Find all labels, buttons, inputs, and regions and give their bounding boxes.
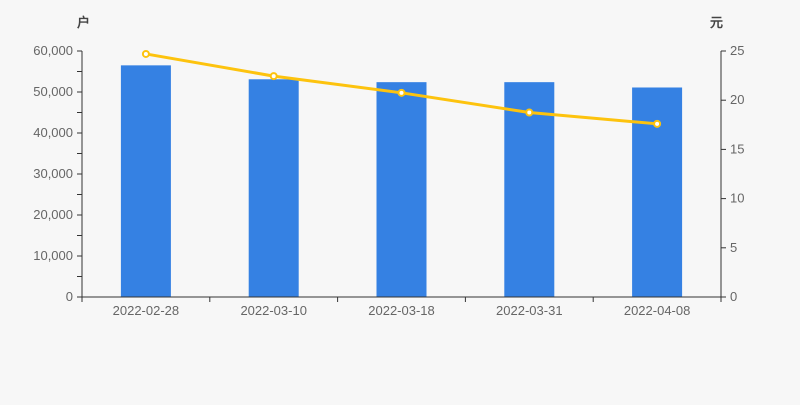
left-axis-tick-label: 20,000 [33,207,73,222]
x-axis-tick-label: 2022-03-18 [368,303,435,318]
right-axis-tick-label: 25 [730,43,744,58]
left-axis-tick-label: 50,000 [33,84,73,99]
left-axis-tick-label: 10,000 [33,248,73,263]
bar-2022-03-18[interactable] [376,82,427,297]
right-axis-tick-label: 0 [730,289,737,304]
x-axis-tick-label: 2022-03-10 [240,303,307,318]
x-axis-tick-label: 2022-02-28 [113,303,180,318]
line-point-2022-03-10[interactable] [269,72,278,81]
line-point-2022-03-18[interactable] [397,88,406,97]
x-axis-tick-label: 2022-03-31 [496,303,563,318]
bar-2022-04-08[interactable] [632,87,683,298]
x-axis-tick-label: 2022-04-08 [624,303,691,318]
right-axis-tick-label: 5 [730,240,737,255]
bar-2022-03-31[interactable] [504,82,555,297]
left-axis-tick-label: 0 [66,289,73,304]
left-axis-tick-label: 40,000 [33,125,73,140]
line-point-2022-02-28[interactable] [141,49,150,58]
left-axis-tick-label: 60,000 [33,43,73,58]
left-axis-tick-label: 30,000 [33,166,73,181]
bar-2022-02-28[interactable] [120,65,171,297]
line-point-2022-03-31[interactable] [525,108,534,117]
right-axis-tick-label: 20 [730,92,744,107]
line-point-2022-04-08[interactable] [653,119,662,128]
right-axis-tick-label: 15 [730,141,744,156]
left-axis-name: 户 [77,15,91,30]
right-axis-name: 元 [710,15,724,30]
bar-2022-03-10[interactable] [248,79,299,297]
right-axis-tick-label: 10 [730,191,744,206]
